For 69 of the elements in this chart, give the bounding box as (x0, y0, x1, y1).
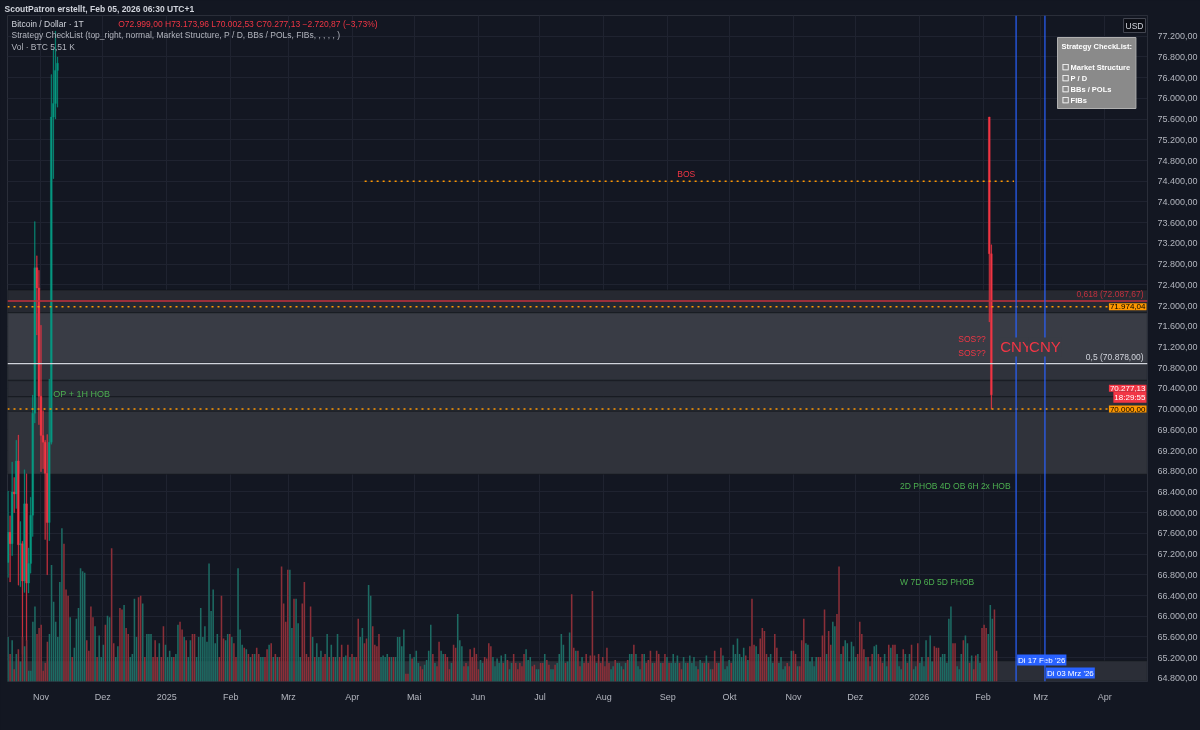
ref-line-label: 71.974,04 (1109, 302, 1147, 312)
y-tick-label: 72.000,00 (1157, 300, 1198, 311)
ref-line-label: 70.000,00 (1109, 404, 1147, 414)
x-tick-label: Dez (94, 691, 112, 702)
x-tick-label: Aug (595, 691, 612, 702)
y-tick-label: 66.800,00 (1157, 569, 1198, 580)
y-tick-label: 66.000,00 (1157, 611, 1198, 622)
x-tick-label: 2026 (909, 691, 930, 702)
text: ScoutPatron erstellt, Feb 05, 2026 06:30 UTC+1 (4, 4, 195, 14)
x-tick-label: Sep (659, 691, 676, 702)
y-tick-label: 68.800,00 (1157, 466, 1198, 477)
y-tick-label: 73.200,00 (1157, 238, 1198, 249)
y-tick-label: 73.600,00 (1157, 217, 1198, 228)
x-tick-label: Mrz (1033, 691, 1049, 702)
y-tick-label: 70.000,00 (1157, 404, 1198, 415)
x-tick-label: Apr (1097, 691, 1112, 702)
y-tick-label: 69.600,00 (1157, 424, 1198, 435)
y-tick-label: 76.400,00 (1157, 72, 1198, 83)
ref-line-label: 0,618 (72.087,67) (1076, 288, 1144, 299)
y-axis-title: USD (1125, 20, 1144, 31)
y-tick-label: 68.000,00 (1157, 507, 1198, 518)
annotation: SOS?? (958, 348, 986, 359)
y-tick-label: 75.200,00 (1157, 134, 1198, 145)
x-tick-label: Dez (847, 691, 864, 702)
annotation: CNY (1029, 338, 1061, 356)
y-tick-label: 70.400,00 (1157, 383, 1198, 394)
y-tick-label: 66.400,00 (1157, 590, 1198, 601)
y-tick-label: 70.800,00 (1157, 362, 1198, 373)
y-tick-label: 72.800,00 (1157, 259, 1198, 270)
y-tick-label: 75.600,00 (1157, 114, 1198, 125)
y-tick-label: 64.800,00 (1157, 673, 1198, 684)
chart-title: Bitcoin / Dollar · 1T (11, 18, 84, 29)
x-tick-label: Mrz (280, 691, 297, 702)
x-tick-label: Feb (222, 691, 239, 702)
x-tick-label: 2025 (156, 691, 177, 702)
y-tick-label: 74.000,00 (1157, 196, 1198, 207)
x-tick-label: Nov (785, 691, 802, 702)
annotation: W 7D 6D 5D PHOB (900, 577, 975, 588)
y-tick-label: 69.200,00 (1157, 445, 1198, 456)
y-tick-label: 76.000,00 (1157, 93, 1198, 104)
ref-line-label: Di 17 Feb '26 (1018, 655, 1066, 665)
y-tick-label: 74.800,00 (1157, 155, 1198, 166)
y-tick-label: 74.400,00 (1157, 176, 1198, 187)
x-tick-label: Apr (345, 691, 360, 702)
annotation: OP + 1H HOB (53, 388, 110, 399)
x-tick-label: Okt (722, 691, 738, 702)
y-tick-label: 65.600,00 (1157, 631, 1198, 642)
annotation: 2D PHOB 4D OB 6H 2x HOB (900, 481, 1011, 492)
y-tick-label: 71.200,00 (1157, 341, 1198, 352)
x-tick-label: Nov (33, 691, 50, 702)
chart-subtitle: O72.999,00 H73.173,96 L70.002,53 C70.277,13 −2.720,87 (−3,73%) (118, 18, 378, 29)
x-tick-label: Mai (406, 691, 422, 702)
annotation: BOS (677, 169, 696, 180)
y-tick-label: 65.200,00 (1157, 652, 1198, 663)
text: 70.277,13 (1109, 383, 1146, 393)
annotation: SOS?? (958, 333, 986, 344)
y-tick-label: 76.800,00 (1157, 51, 1198, 62)
ref-line-label: Di 03 Mrz '26 (1046, 668, 1095, 678)
annotation: 18:29:55 (1114, 392, 1147, 402)
y-tick-label: 67.600,00 (1157, 528, 1198, 539)
y-tick-label: 68.400,00 (1157, 486, 1198, 497)
y-tick-label: 67.200,00 (1157, 549, 1198, 560)
ref-line-label: 0,5 (70.878,00) (1085, 351, 1144, 362)
x-tick-label: Jul (534, 691, 546, 702)
y-tick-label: 77.200,00 (1157, 31, 1198, 42)
y-tick-label: 72.400,00 (1157, 279, 1198, 290)
y-tick-label: 71.600,00 (1157, 321, 1198, 332)
x-tick-label: Feb (975, 691, 991, 702)
x-tick-label: Jun (470, 691, 486, 702)
